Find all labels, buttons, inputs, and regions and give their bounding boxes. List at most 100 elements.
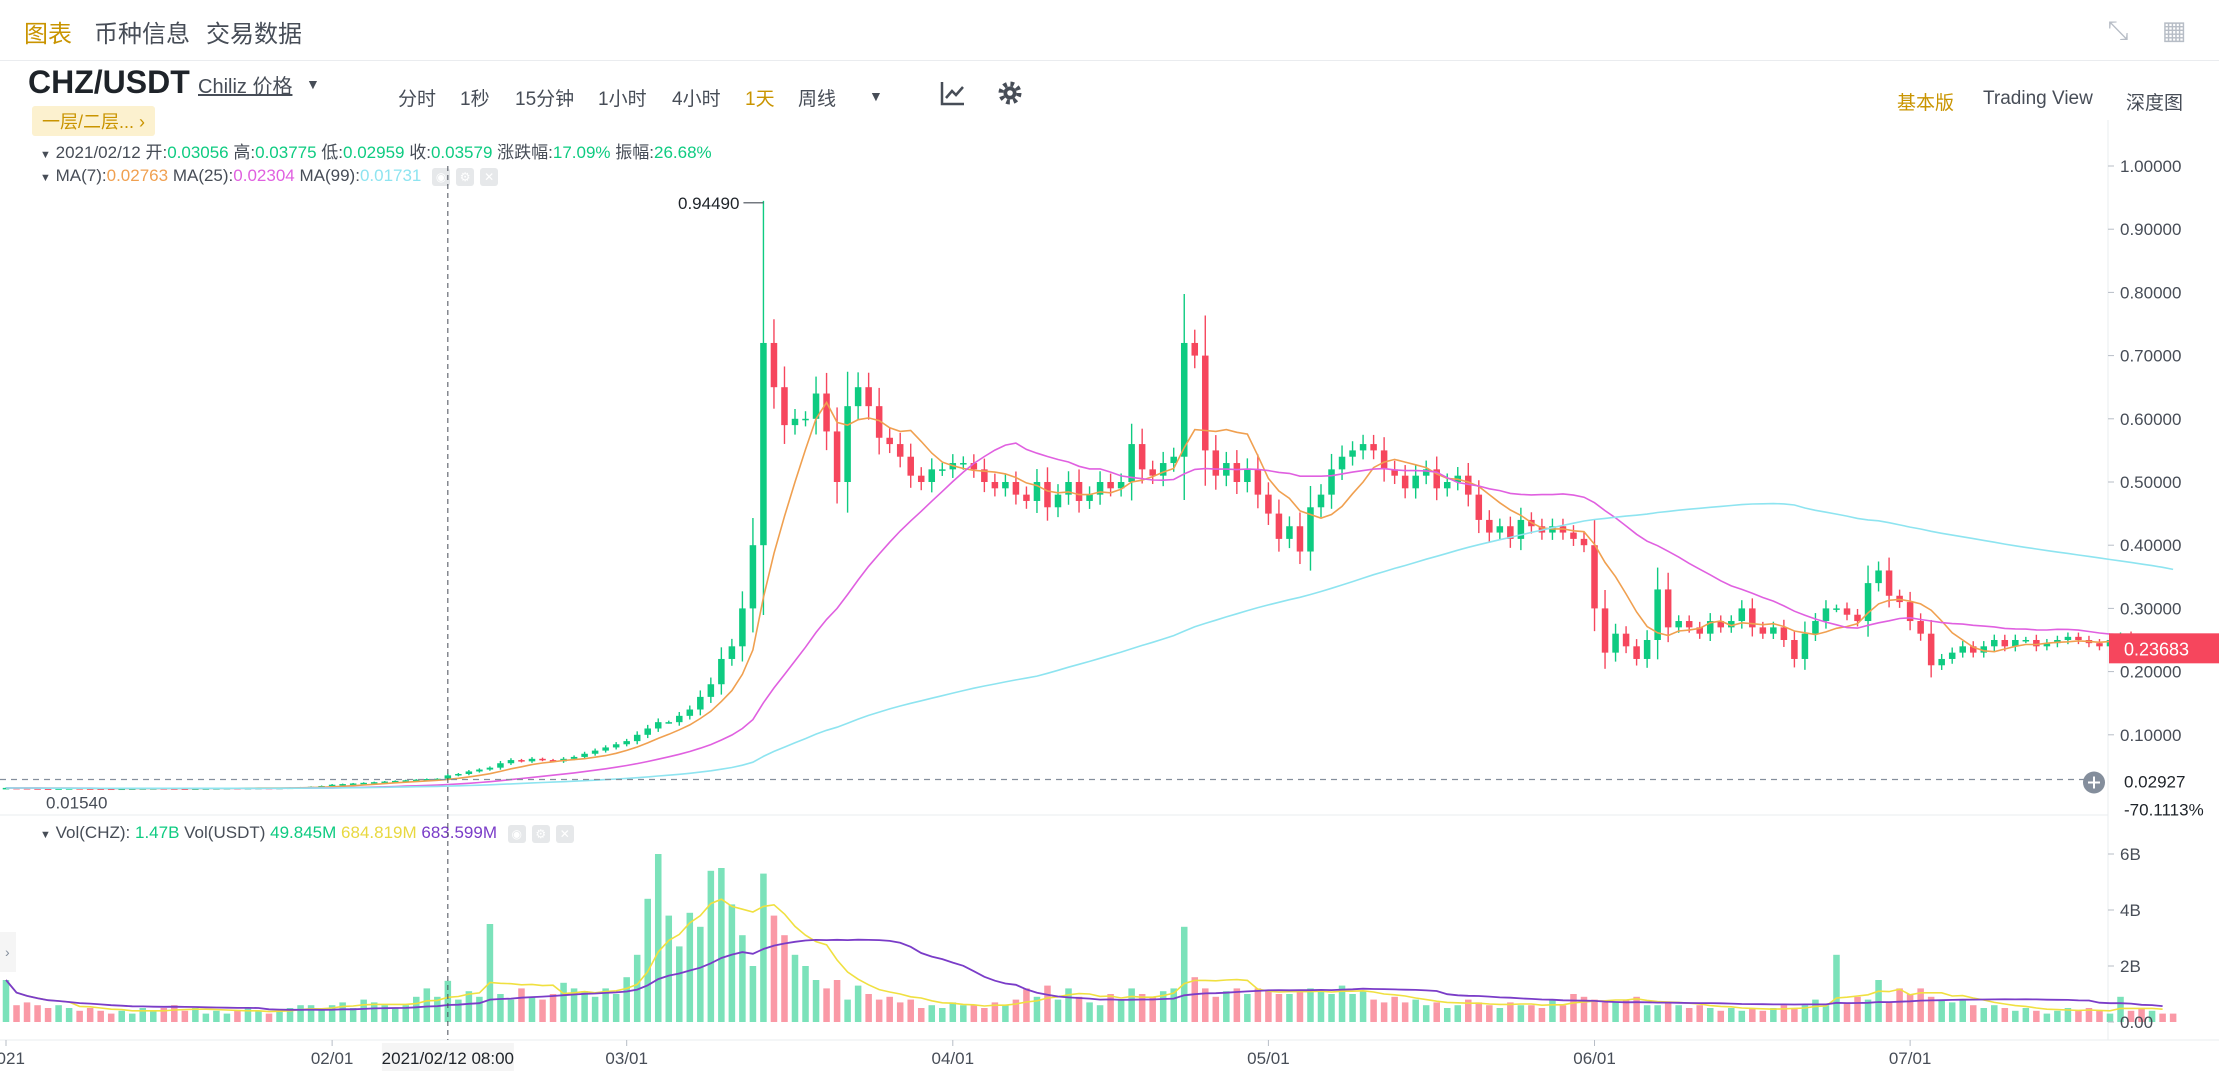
interval-1d[interactable]: 1天: [745, 89, 775, 110]
settings-gear-icon[interactable]: [995, 78, 1025, 108]
chevron-down-icon[interactable]: ▼: [306, 76, 320, 92]
settings-small-icon[interactable]: ⚙: [456, 167, 475, 186]
volume-bar: [1843, 1002, 1851, 1022]
volume-bar: [1759, 1010, 1767, 1022]
vol-tick-label: 4B: [2120, 901, 2141, 920]
volume-bar: [1633, 996, 1640, 1022]
price-tick-label: 0.80000: [2120, 283, 2181, 302]
volume-bar: [1496, 1008, 1504, 1022]
change-value: 17.09%: [552, 143, 611, 162]
volume-bar: [1002, 1005, 1009, 1022]
ma-toggle-icon[interactable]: ▼: [40, 172, 51, 184]
interval-15m[interactable]: 15分钟: [515, 89, 575, 110]
vol-toggle-icon[interactable]: ▼: [40, 829, 51, 841]
volume-bar: [1780, 1005, 1788, 1022]
volume-bar: [1317, 991, 1325, 1022]
price-link[interactable]: Chiliz 价格: [198, 76, 293, 98]
layer-badge[interactable]: 一层/二层... ›: [32, 106, 156, 136]
interval-4h[interactable]: 4小时: [672, 89, 721, 110]
vol-settings-icon[interactable]: ⚙: [531, 824, 550, 843]
vol-close-icon[interactable]: ✕: [555, 824, 574, 843]
tab-coin-info[interactable]: 币种信息: [94, 21, 190, 48]
volume-bar: [591, 996, 599, 1022]
vol-legend: ▼ Vol(CHZ): 1.47B Vol(USDT) 49.845M 684.…: [40, 823, 574, 843]
candle-body: [1328, 469, 1335, 495]
candle-body: [854, 387, 862, 407]
close-value: 0.03579: [430, 143, 493, 162]
volume-bar: [2106, 1013, 2114, 1022]
x-tick-label: 02/01: [311, 1049, 354, 1068]
open-value: 0.03056: [167, 143, 229, 162]
grid-layout-icon[interactable]: ▦: [2161, 15, 2187, 45]
volume-bar: [391, 1008, 399, 1022]
candle-body: [1107, 482, 1114, 489]
volume-bar: [265, 1013, 273, 1022]
volume-bar: [1475, 1002, 1483, 1022]
volume-bar: [770, 915, 778, 1022]
candle-body: [1875, 570, 1882, 584]
candle-body: [1717, 621, 1725, 628]
volume-bar: [1749, 1008, 1756, 1022]
collapse-icon[interactable]: ⤡: [2107, 15, 2129, 45]
amplitude-value: 26.68%: [654, 143, 712, 162]
candle-body: [2096, 643, 2103, 647]
volume-bar: [1254, 988, 1262, 1022]
volume-bar: [1696, 1005, 1703, 1022]
eye-icon[interactable]: ◉: [432, 167, 451, 186]
tab-chart[interactable]: 图表: [24, 21, 72, 48]
volume-bar: [1307, 988, 1314, 1022]
interval-time[interactable]: 分时: [398, 89, 437, 110]
volume-bar: [865, 994, 872, 1022]
candle-body: [507, 760, 515, 764]
indicator-icon[interactable]: [938, 78, 968, 108]
volume-bar: [171, 1005, 178, 1022]
volume-bar: [1223, 991, 1230, 1022]
candle-body: [718, 658, 725, 685]
candle-body: [1706, 621, 1714, 634]
volume-bar: [1286, 994, 1293, 1022]
candle-body: [1770, 627, 1777, 634]
legend-toggle-icon[interactable]: ▼: [40, 149, 51, 161]
close-small-icon[interactable]: ✕: [480, 167, 499, 186]
view-basic[interactable]: 基本版: [1897, 93, 1955, 114]
volume-bar: [1833, 954, 1840, 1022]
volume-bar: [1107, 994, 1114, 1022]
candle-body: [1591, 545, 1598, 609]
candle-body: [1296, 526, 1304, 552]
volume-bar: [1265, 991, 1272, 1022]
candle-body: [591, 750, 599, 754]
volume-bar: [896, 1002, 904, 1022]
volume-bar: [623, 977, 630, 1022]
volume-bar: [34, 1005, 41, 1022]
candle-body: [423, 779, 431, 781]
vol-eye-icon[interactable]: ◉: [507, 824, 526, 843]
crosshair-date-label: 2021/02/12 08:00: [382, 1049, 514, 1068]
view-trading-view[interactable]: Trading View: [1983, 88, 2093, 109]
volume-bar: [1812, 999, 1819, 1022]
candle-body: [1349, 450, 1356, 457]
volume-bar: [549, 994, 557, 1022]
interval-1s[interactable]: 1秒: [460, 89, 490, 110]
candle-body: [1086, 494, 1093, 501]
chevron-right-icon: ›: [5, 944, 10, 960]
volume-bar: [1664, 1002, 1672, 1022]
low-label: 低:: [321, 143, 344, 162]
volume-bar: [1675, 1005, 1682, 1022]
interval-week[interactable]: 周线: [798, 89, 837, 110]
volume-bar: [560, 982, 567, 1022]
interval-1h[interactable]: 1小时: [598, 89, 647, 110]
volume-bar: [1486, 1005, 1493, 1022]
candle-body: [1012, 482, 1020, 495]
x-tick-label: 07/01: [1889, 1049, 1932, 1068]
candle-body: [1212, 450, 1220, 476]
candle-body: [1180, 342, 1188, 457]
vol-tick-label: 6B: [2120, 845, 2141, 864]
candle-body: [844, 406, 851, 482]
volume-bar: [1023, 988, 1030, 1022]
tab-trading-data[interactable]: 交易数据: [206, 21, 302, 48]
view-depth[interactable]: 深度图: [2126, 93, 2184, 114]
volume-bar: [1969, 1005, 1977, 1022]
volume-bar: [2148, 1010, 2156, 1022]
interval-more-icon[interactable]: ▼: [869, 88, 883, 104]
